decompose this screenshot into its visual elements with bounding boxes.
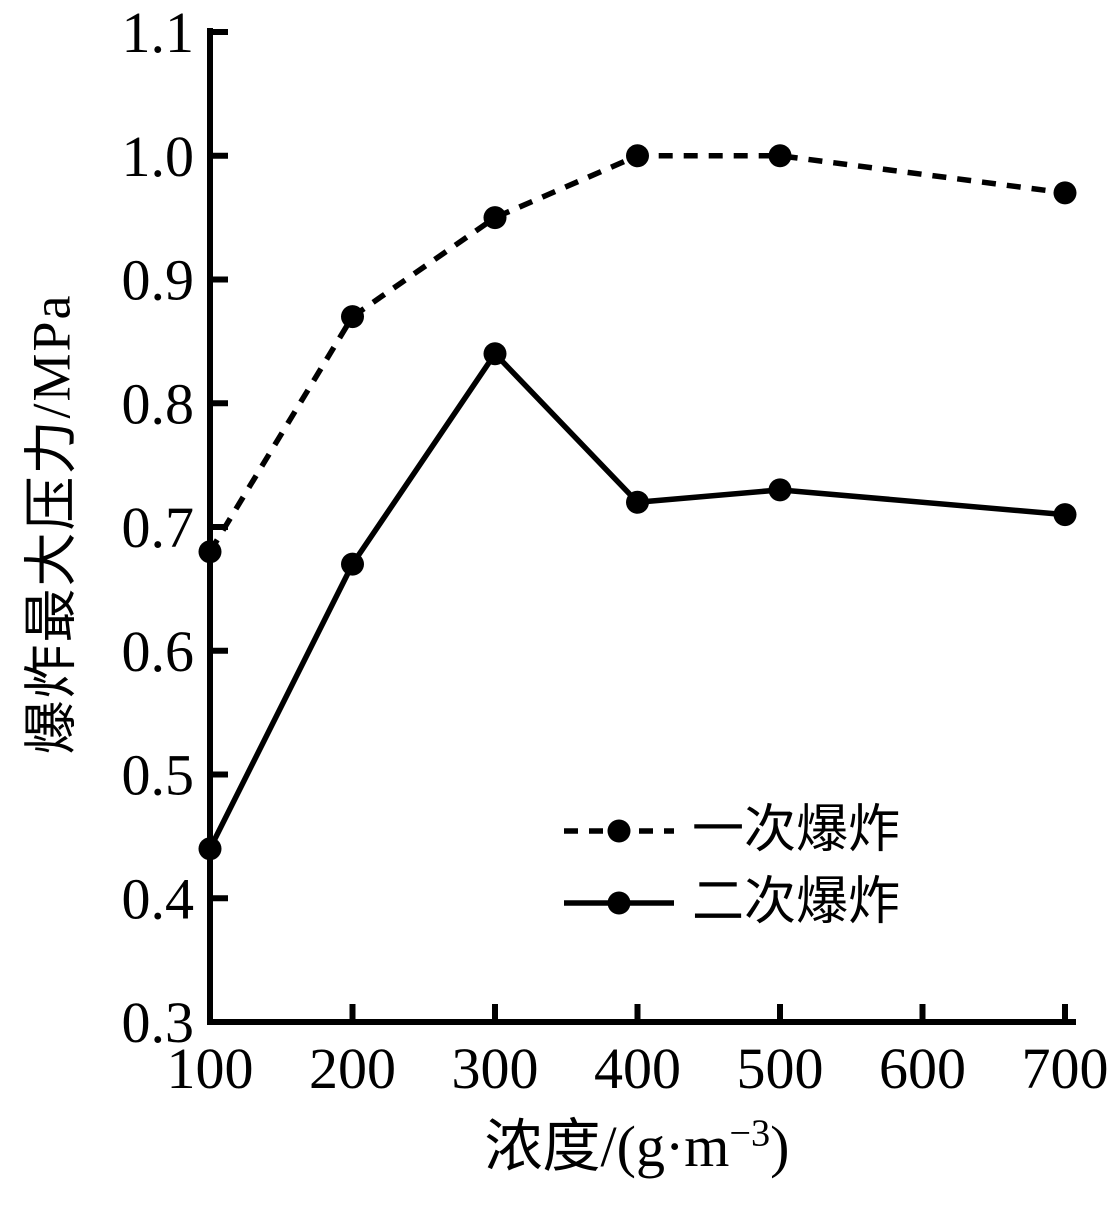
y-axis-ticks: 0.3 0.4 0.5 0.6 0.7 0.8 0.9 1.0 1.1 bbox=[122, 0, 228, 1055]
y-tick-label: 0.6 bbox=[122, 619, 195, 684]
data-point-first-explosion bbox=[768, 144, 792, 168]
legend-item-first-explosion: 一次爆炸 bbox=[563, 802, 900, 860]
x-tick-label: 600 bbox=[879, 1036, 966, 1101]
y-tick-label: 0.9 bbox=[122, 248, 195, 313]
x-tick-label: 200 bbox=[309, 1036, 396, 1101]
x-tick-label: 400 bbox=[594, 1036, 681, 1101]
y-tick-label: 0.4 bbox=[122, 866, 195, 931]
data-point-second-explosion bbox=[483, 342, 507, 366]
y-tick-label: 0.3 bbox=[122, 990, 195, 1055]
data-point-first-explosion bbox=[198, 540, 222, 564]
y-tick-label: 0.5 bbox=[122, 743, 195, 808]
data-point-first-explosion bbox=[626, 144, 649, 168]
y-axis-title: 爆炸最大压力/MPa bbox=[7, 293, 86, 754]
data-point-first-explosion bbox=[341, 305, 364, 329]
data-point-second-explosion bbox=[198, 837, 222, 861]
legend-label-first-explosion: 一次爆炸 bbox=[692, 802, 901, 859]
y-tick-label: 0.8 bbox=[122, 371, 195, 436]
data-point-first-explosion bbox=[483, 206, 507, 230]
x-tick-label: 700 bbox=[1022, 1036, 1109, 1101]
x-tick-label: 100 bbox=[167, 1036, 254, 1101]
series-line-first-explosion bbox=[207, 153, 1066, 554]
dashed-line-marker-icon bbox=[564, 819, 674, 843]
data-point-second-explosion bbox=[768, 478, 792, 502]
x-axis-ticks: 100 200 300 400 500 600 700 bbox=[167, 1004, 1109, 1101]
y-tick-label: 1.1 bbox=[122, 0, 195, 65]
data-point-second-explosion bbox=[626, 490, 649, 514]
y-tick-label: 1.0 bbox=[122, 124, 195, 189]
legend-item-second-explosion: 二次爆炸 bbox=[563, 874, 900, 932]
y-axis-title-text: 爆炸最大压力/MPa bbox=[21, 293, 82, 755]
series-line-second-explosion bbox=[207, 349, 1066, 850]
y-tick-label: 0.7 bbox=[122, 495, 195, 560]
data-point-second-explosion bbox=[1053, 503, 1077, 527]
solid-line-marker-icon bbox=[564, 891, 674, 915]
x-axis-title: 浓度/(g·m−3) bbox=[485, 1099, 790, 1183]
x-axis-title-prefix: 浓度/(g·m bbox=[484, 1114, 730, 1179]
series-second-explosion bbox=[198, 342, 1077, 861]
legend: 一次爆炸 二次爆炸 bbox=[563, 802, 900, 946]
x-tick-label: 500 bbox=[737, 1036, 824, 1101]
x-axis-title-superscript: −3 bbox=[729, 1112, 771, 1155]
x-tick-label: 300 bbox=[452, 1036, 539, 1101]
data-point-second-explosion bbox=[341, 552, 364, 576]
x-axis-title-suffix: ) bbox=[770, 1114, 790, 1179]
legend-label-second-explosion: 二次爆炸 bbox=[692, 874, 901, 931]
series-first-explosion bbox=[198, 144, 1077, 564]
data-point-first-explosion bbox=[1053, 181, 1077, 205]
